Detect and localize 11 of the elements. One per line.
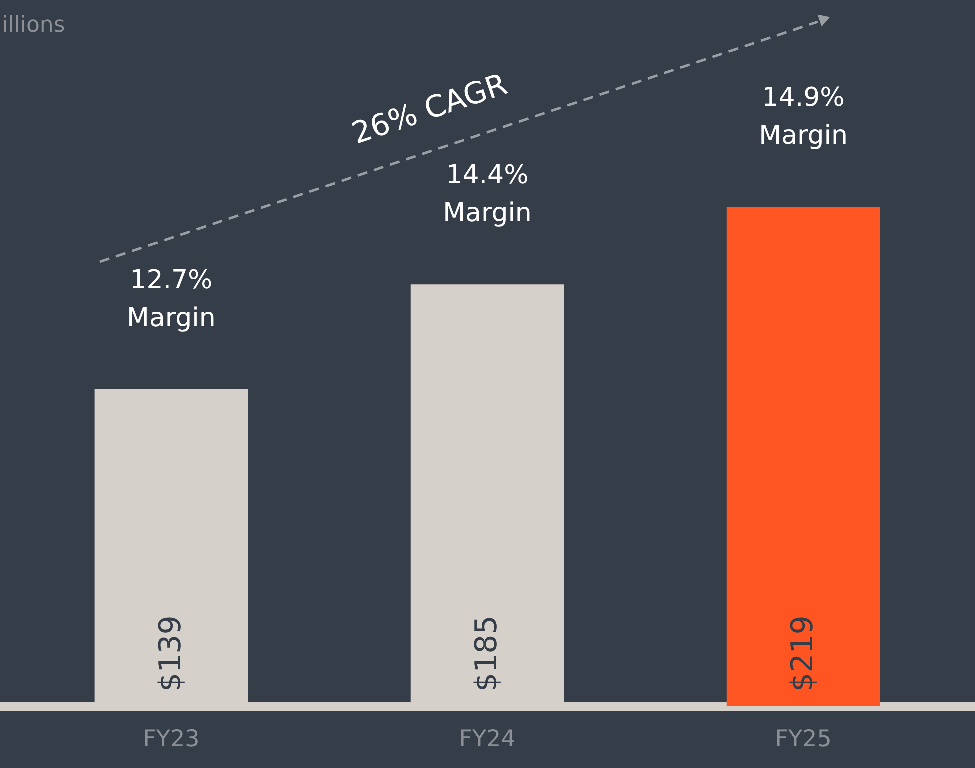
x-tick-label: FY23 bbox=[143, 726, 200, 752]
annotation: 14.9% Margin bbox=[759, 83, 848, 152]
annotation: 14.4% Margin bbox=[443, 160, 532, 229]
text: illions bbox=[2, 13, 66, 38]
data-label: $139 bbox=[153, 616, 188, 692]
data-label: $185 bbox=[470, 616, 504, 692]
x-tick-label: FY24 bbox=[459, 726, 516, 752]
annotation: 12.7% Margin bbox=[127, 265, 216, 334]
x-tick-label: FY25 bbox=[775, 726, 832, 752]
data-label: $219 bbox=[786, 616, 821, 692]
annotation: 26% CAGR bbox=[348, 67, 512, 152]
